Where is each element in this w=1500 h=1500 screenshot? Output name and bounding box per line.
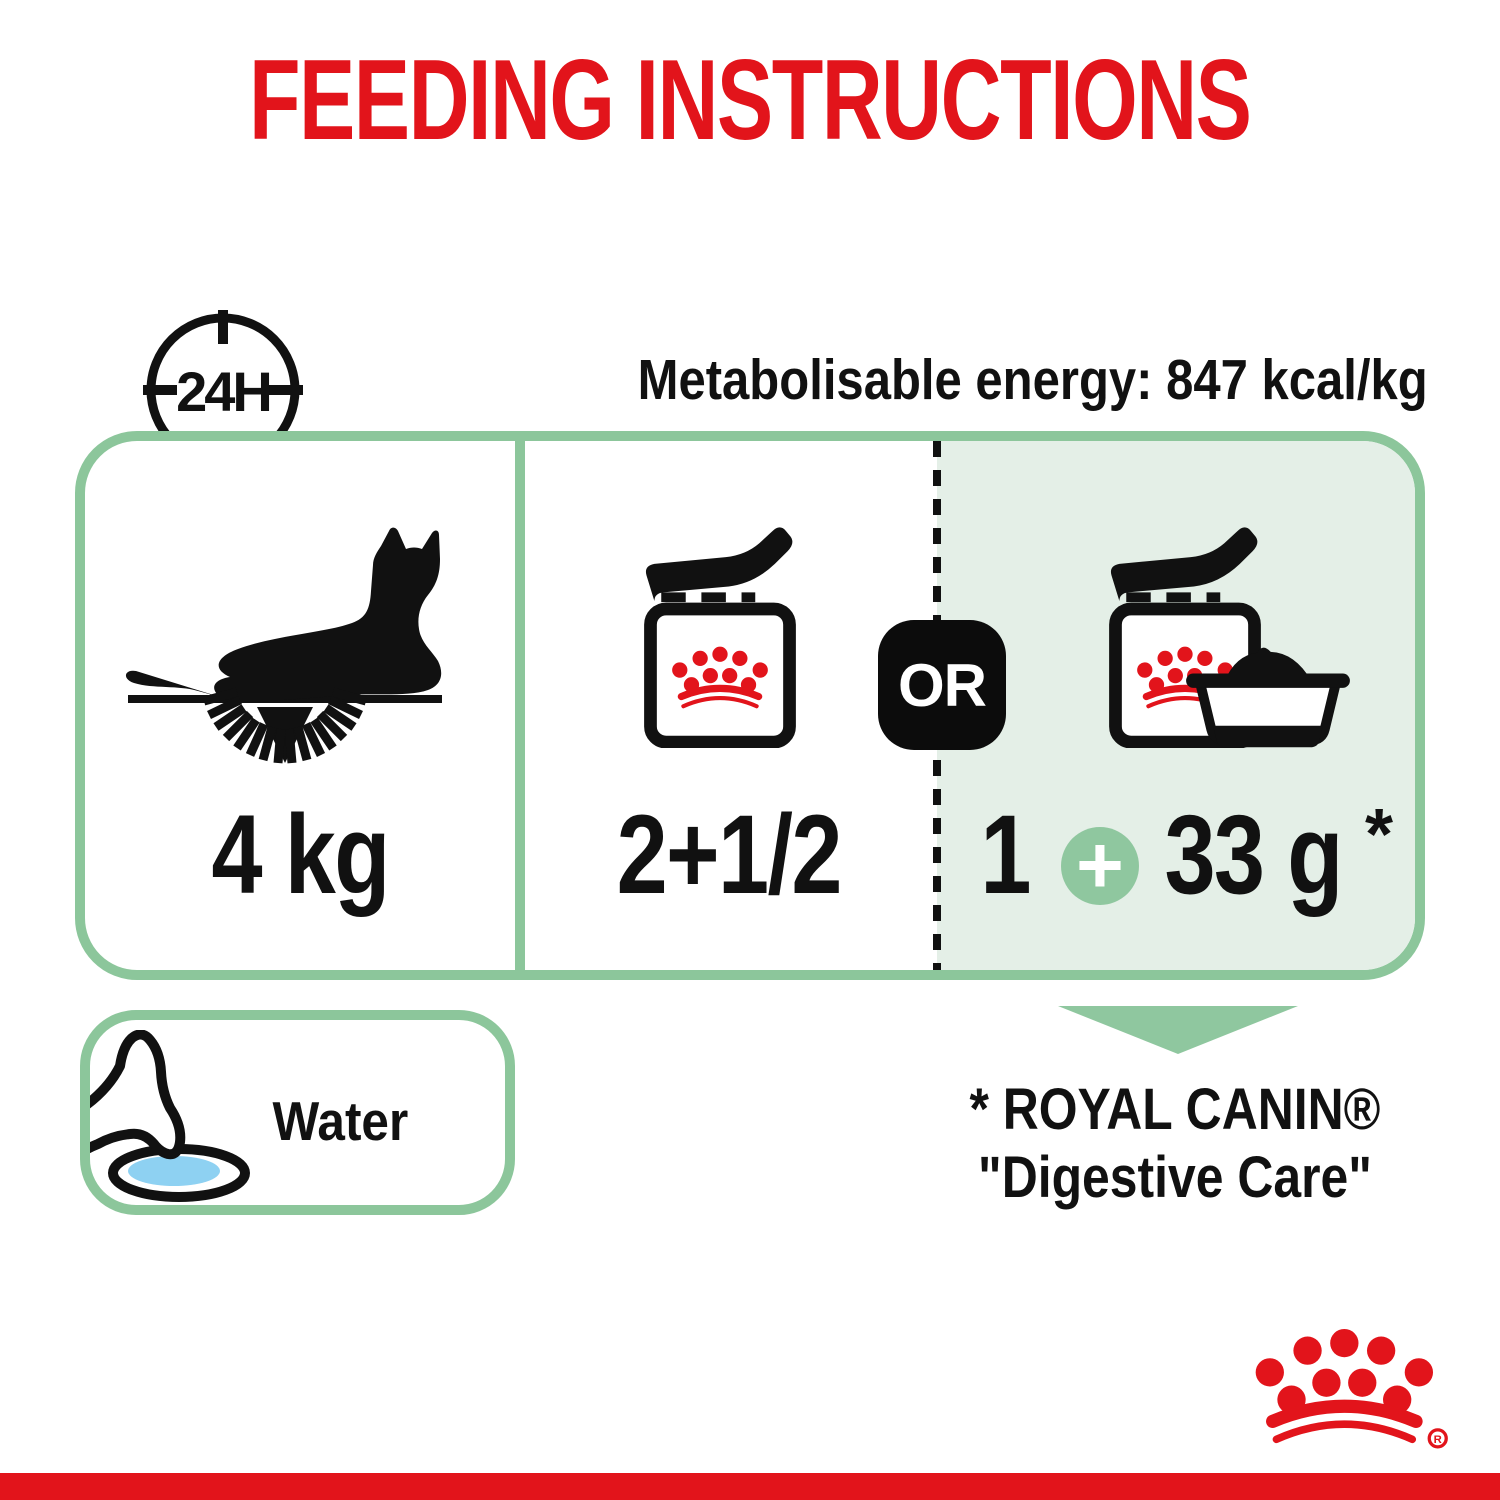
arrow-down-icon: [1058, 1006, 1298, 1054]
brand-red-bar: [0, 1473, 1500, 1500]
plus-icon: +: [1061, 825, 1139, 907]
footnote: * ROYAL CANIN® "Digestive Care": [920, 1076, 1430, 1212]
page-title: FEEDING INSTRUCTIONS: [249, 37, 1252, 164]
pouch-icon: [644, 527, 796, 748]
clock-24h-icon: 24H: [143, 310, 303, 467]
water-cat-icon: [90, 1030, 250, 1202]
water-box: Water: [80, 1010, 515, 1215]
footnote-line2: "Digestive Care": [978, 1144, 1372, 1210]
crown-logo: R: [1250, 1306, 1448, 1449]
energy-label: Metabolisable energy: 847 kcal/kg: [637, 348, 1428, 412]
cat-weight-value: 4 kg: [211, 792, 390, 917]
svg-text:R: R: [1434, 1434, 1442, 1446]
water-label: Water: [272, 1090, 408, 1152]
footnote-line1: * ROYAL CANIN®: [969, 1077, 1381, 1142]
bowl-icon: [1186, 647, 1350, 748]
cat-weight-icon: [125, 527, 442, 764]
footnote-marker: *: [1365, 795, 1393, 875]
or-badge: OR: [878, 620, 1006, 750]
cell-divider: [515, 441, 525, 970]
mix-dry-amount: 33 g *: [1164, 792, 1393, 917]
feeding-table: OR 4 kg 2+1/2 1 + 33 g *: [75, 431, 1425, 980]
clock-label: 24H: [176, 360, 270, 423]
wet-only-amount: 2+1/2: [616, 792, 843, 917]
mix-pouch-amount: 1: [980, 792, 1031, 917]
